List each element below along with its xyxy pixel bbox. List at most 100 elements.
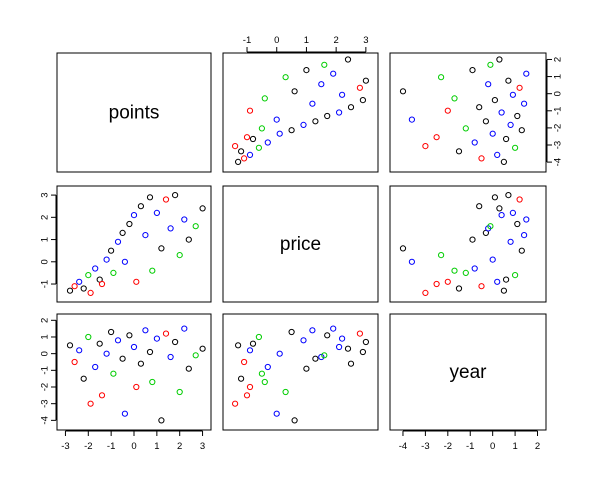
right-axis-year: -4 -3 -2 -1 0 1 2	[546, 57, 564, 166]
data-point	[241, 155, 248, 162]
panel-price-vs-points	[56, 185, 212, 303]
data-point	[142, 232, 149, 239]
data-point	[232, 400, 239, 407]
data-point	[146, 348, 154, 356]
bottom-axis-points: -3 -2 -1 0 1 2 3	[61, 430, 205, 452]
data-point	[167, 353, 174, 361]
data-point	[114, 238, 122, 245]
data-point	[516, 196, 523, 203]
data-point	[462, 269, 469, 276]
data-point	[498, 212, 505, 219]
data-point	[471, 139, 478, 146]
data-point	[273, 116, 280, 123]
points-points-vs-year	[399, 56, 530, 165]
data-point	[496, 56, 503, 63]
data-point	[192, 223, 199, 230]
points-price-vs-points	[66, 192, 206, 296]
data-point	[422, 143, 429, 150]
data-point	[158, 417, 165, 424]
data-point	[485, 81, 492, 88]
data-point	[321, 61, 328, 68]
data-point	[66, 342, 74, 349]
data-point	[487, 61, 494, 68]
data-point	[339, 335, 346, 342]
data-point	[469, 236, 476, 243]
data-point	[167, 225, 174, 232]
tick-label: 3	[200, 441, 205, 452]
points-year-vs-price	[232, 325, 369, 424]
data-point	[359, 348, 366, 356]
axes-layer: -3 -2 -1 0 1 2 3 -4 -3 -2 -1 0 1 2-1 0 1 2 3-10123-4-3-2-…	[40, 35, 564, 452]
data-point	[491, 194, 498, 201]
tick-label: 0	[274, 35, 279, 46]
data-point	[356, 84, 363, 91]
data-point	[300, 121, 307, 129]
data-point	[238, 375, 245, 382]
data-point	[264, 139, 271, 146]
data-point	[444, 278, 451, 285]
data-point	[185, 236, 192, 243]
data-point	[330, 325, 337, 332]
tick-label: 0	[40, 351, 51, 356]
data-point	[133, 278, 140, 285]
tick-label: -1	[107, 441, 115, 452]
panel-frame	[56, 52, 212, 173]
data-point	[330, 70, 337, 77]
data-point	[309, 327, 316, 334]
data-point	[258, 125, 265, 132]
data-point	[80, 285, 87, 292]
data-point	[243, 392, 251, 399]
data-point	[503, 276, 510, 283]
data-point	[523, 216, 530, 223]
data-point	[433, 134, 440, 141]
data-point	[344, 56, 352, 63]
tick-label: 2	[40, 318, 51, 323]
data-point	[514, 220, 521, 228]
data-point	[321, 352, 328, 359]
data-point	[318, 353, 325, 361]
data-point	[500, 158, 507, 165]
diagonal-label-year: year	[450, 362, 488, 383]
panel-frame	[222, 52, 379, 173]
tick-label: 1	[40, 237, 51, 242]
data-point	[98, 392, 106, 399]
data-point	[92, 363, 99, 371]
data-point	[273, 410, 280, 417]
tick-label: -2	[444, 441, 452, 452]
data-point	[181, 216, 188, 223]
tick-label: 0	[40, 259, 51, 264]
tick-label: -1	[243, 35, 251, 46]
tick-label: -3	[40, 399, 51, 407]
data-point	[282, 74, 289, 81]
data-point	[92, 265, 99, 272]
data-point	[462, 125, 469, 132]
tick-label: 2	[535, 441, 540, 452]
tick-label: 0	[553, 91, 564, 96]
data-point	[362, 338, 369, 346]
data-point	[318, 81, 325, 88]
data-point	[291, 88, 298, 95]
data-point	[162, 330, 170, 337]
data-point	[71, 358, 78, 366]
panel-price-vs-price: price	[222, 185, 379, 303]
data-point	[451, 95, 458, 102]
data-point	[476, 104, 483, 111]
data-point	[288, 127, 295, 134]
panel-frame	[389, 313, 547, 431]
data-point	[347, 104, 355, 111]
panel-frame	[389, 185, 547, 303]
panel-frame	[56, 185, 212, 303]
data-point	[336, 109, 343, 116]
tick-label: -4	[399, 441, 407, 452]
tick-label: -2	[40, 383, 51, 391]
tick-label: -3	[553, 141, 564, 149]
data-point	[359, 97, 366, 104]
data-point	[347, 360, 355, 367]
left-axis-year: -4 -3 -2 -1 0 1 2	[40, 318, 57, 425]
data-point	[512, 144, 519, 151]
data-point	[438, 252, 445, 259]
top-axis-price: -1 0 1 2 3	[243, 35, 369, 53]
data-point	[324, 112, 331, 120]
tick-label: -1	[40, 280, 51, 288]
data-point	[235, 158, 242, 165]
